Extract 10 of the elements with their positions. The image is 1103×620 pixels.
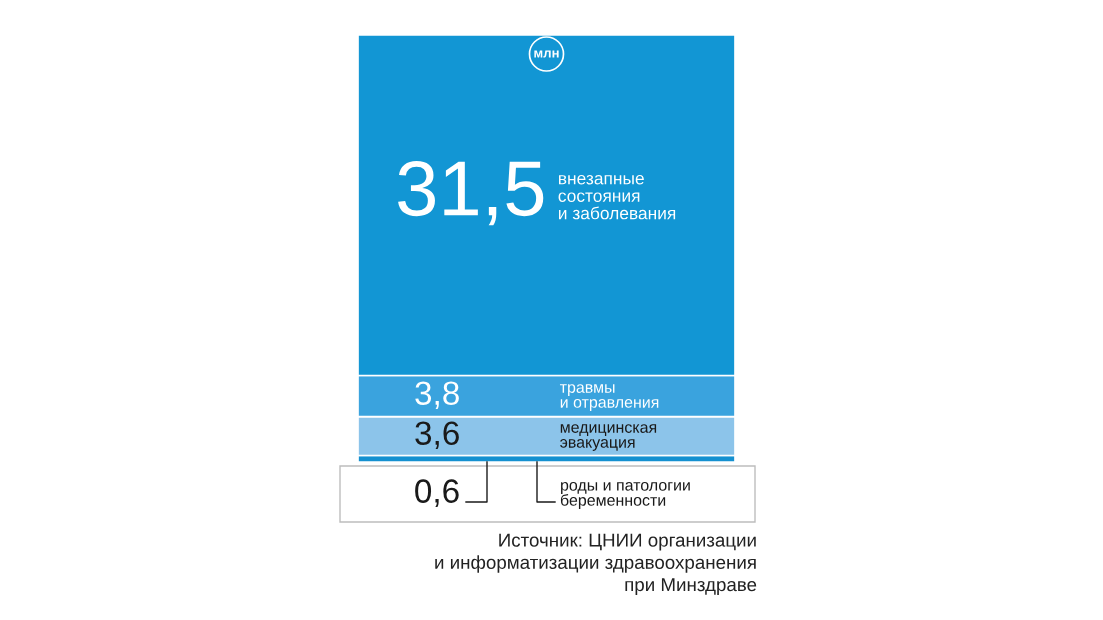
data-label: 3,8	[415, 381, 459, 409]
series-label: травмы и отравления	[559, 384, 659, 411]
data-label: 31,5	[398, 161, 544, 226]
series-label: медицинская эвакуация	[560, 424, 657, 451]
data-label: 3,6	[415, 421, 459, 449]
annotation: млн	[534, 50, 559, 58]
text: Источник: ЦНИИ организации и информатизации здравоохранения при Минздраве	[435, 533, 757, 595]
series-label: внезапные состояния и заболевания	[558, 174, 676, 220]
series-label: роды и патологии беременности	[560, 482, 690, 509]
data-label: 0,6	[415, 479, 459, 507]
